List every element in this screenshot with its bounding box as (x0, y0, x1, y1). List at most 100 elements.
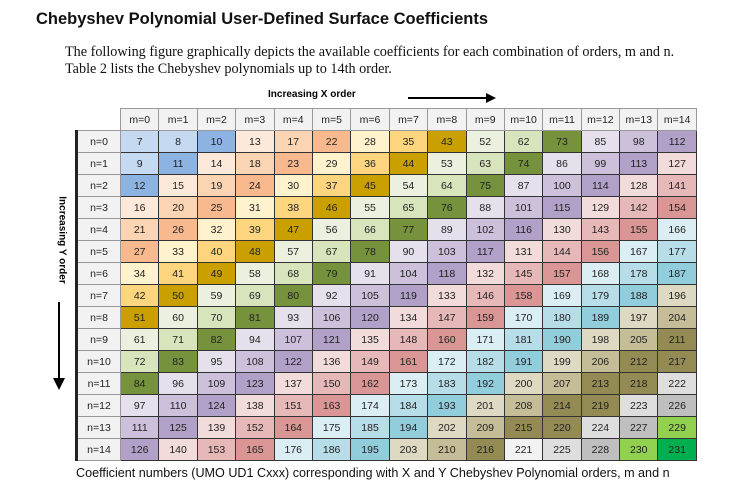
column-header: m=7 (388, 108, 429, 131)
coefficient-cell: 67 (311, 240, 352, 263)
coefficient-cell: 214 (542, 394, 582, 417)
coefficient-cell: 177 (657, 240, 697, 263)
coefficient-table: m=0 m=1 m=2 m=3 m=4 m=5 m=6 m=7 m=8 m=9 m=10 m=11 m=… (75, 108, 697, 461)
coefficient-cell: 39 (235, 218, 275, 241)
coefficient-cell: 211 (657, 328, 697, 351)
table-row: n=7 42 50 59 69 80 92 105 119 133 146 158 169 179 188 1… (75, 284, 697, 307)
coefficient-cell: 97 (119, 394, 160, 417)
coefficient-cell: 42 (119, 284, 160, 307)
coefficient-cell: 24 (235, 174, 275, 197)
coefficient-cell: 128 (619, 174, 659, 197)
coefficient-cell: 150 (311, 372, 352, 395)
coefficient-cell: 169 (542, 284, 582, 307)
coefficient-cell: 212 (619, 350, 659, 373)
column-header: m=9 (465, 108, 505, 131)
coefficient-cell: 84 (119, 372, 160, 395)
coefficient-cell: 187 (657, 262, 697, 285)
row-header: n=8 (75, 306, 121, 329)
coefficient-cell: 51 (119, 306, 160, 329)
coefficient-cell: 112 (657, 130, 697, 153)
coefficient-cell: 160 (427, 328, 467, 351)
right-arrow-icon (408, 93, 496, 103)
column-header: m=0 (119, 108, 160, 131)
coefficient-cell: 137 (273, 372, 313, 395)
coefficient-cell: 94 (235, 328, 275, 351)
coefficient-cell: 79 (311, 262, 352, 285)
coefficient-cell: 143 (580, 218, 621, 241)
coefficient-cell: 52 (465, 130, 505, 153)
coefficient-cell: 100 (542, 174, 582, 197)
coefficient-cell: 201 (465, 394, 505, 417)
coefficient-cell: 95 (196, 350, 237, 373)
coefficient-cell: 134 (388, 306, 429, 329)
coefficient-cell: 132 (465, 262, 505, 285)
coefficient-cell: 113 (619, 152, 659, 175)
coefficient-cell: 172 (427, 350, 467, 373)
coefficient-cell: 159 (465, 306, 505, 329)
coefficient-cell: 90 (388, 240, 429, 263)
coefficient-cell: 36 (350, 152, 390, 175)
coefficient-cell: 144 (542, 240, 582, 263)
coefficient-cell: 12 (119, 174, 160, 197)
coefficient-cell: 189 (580, 306, 621, 329)
coefficient-cell: 156 (580, 240, 621, 263)
coefficient-cell: 109 (196, 372, 237, 395)
coefficient-cell: 173 (388, 372, 429, 395)
coefficient-cell: 33 (158, 240, 198, 263)
row-header: n=3 (75, 196, 121, 219)
coefficient-cell: 135 (350, 328, 390, 351)
table-row: n=9 61 71 82 94 107 121 135 148 160 171 181 190 198 20… (75, 328, 697, 351)
coefficient-cell: 163 (311, 394, 352, 417)
coefficient-cell: 108 (235, 350, 275, 373)
coefficient-cell: 218 (619, 372, 659, 395)
coefficient-cell: 146 (465, 284, 505, 307)
column-header: m=3 (235, 108, 275, 131)
coefficient-cell: 14 (196, 152, 237, 175)
coefficient-cell: 74 (503, 152, 544, 175)
coefficient-cell: 18 (235, 152, 275, 175)
coefficient-cell: 171 (465, 328, 505, 351)
coefficient-cell: 188 (619, 284, 659, 307)
table-row: n=13 111 125 139 152 164 175 185 194 202 209 215 220… (75, 416, 697, 439)
coefficient-cell: 225 (542, 438, 582, 461)
coefficient-cell: 121 (311, 328, 352, 351)
coefficient-cell: 178 (619, 262, 659, 285)
coefficient-cell: 124 (196, 394, 237, 417)
coefficient-cell: 145 (503, 262, 544, 285)
coefficient-cell: 34 (119, 262, 160, 285)
coefficient-cell: 195 (350, 438, 390, 461)
row-header: n=12 (75, 394, 121, 417)
coefficient-cell: 63 (465, 152, 505, 175)
coefficient-cell: 7 (119, 130, 160, 153)
table-row: n=2 12 15 19 24 30 37 45 54 64 75 87 100 114 128 141 (75, 174, 697, 197)
coefficient-cell: 98 (619, 130, 659, 153)
table-row: n=3 16 20 25 31 38 46 55 65 76 88 101 115 129 142 154 (75, 196, 697, 219)
coefficient-cell: 119 (388, 284, 429, 307)
coefficient-cell: 126 (119, 438, 160, 461)
row-header: n=13 (75, 416, 121, 439)
coefficient-cell: 179 (580, 284, 621, 307)
row-header: n=0 (75, 130, 121, 153)
coefficient-cell: 19 (196, 174, 237, 197)
coefficient-cell: 105 (350, 284, 390, 307)
coefficient-cell: 204 (657, 306, 697, 329)
coefficient-cell: 61 (119, 328, 160, 351)
coefficient-cell: 104 (388, 262, 429, 285)
coefficient-cell: 66 (350, 218, 390, 241)
coefficient-cell: 147 (427, 306, 467, 329)
coefficient-cell: 122 (273, 350, 313, 373)
coefficient-cell: 8 (158, 130, 198, 153)
description-paragraph: The following figure graphically depicts… (65, 44, 674, 78)
coefficient-cell: 96 (158, 372, 198, 395)
coefficient-cell: 213 (580, 372, 621, 395)
coefficient-cell: 38 (273, 196, 313, 219)
coefficient-cell: 27 (119, 240, 160, 263)
row-header: n=4 (75, 218, 121, 241)
coefficient-cell: 136 (311, 350, 352, 373)
coefficient-cell: 48 (235, 240, 275, 263)
coefficient-cell: 193 (427, 394, 467, 417)
column-header: m=10 (503, 108, 544, 131)
coefficient-cell: 220 (542, 416, 582, 439)
coefficient-cell: 166 (657, 218, 697, 241)
coefficient-cell: 154 (657, 196, 697, 219)
